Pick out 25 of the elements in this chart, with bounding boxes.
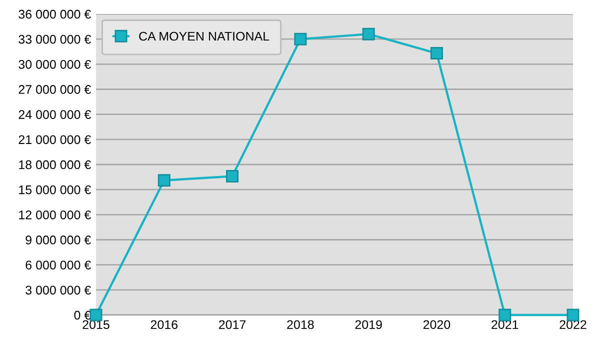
x-tick-label: 2018 [287,320,314,330]
point [362,28,375,40]
y-tick-label: 12 000 000 € [19,210,91,220]
x-tick-label: 2016 [150,320,178,330]
x-tick-label: 2015 [82,320,110,330]
y-tick-label: 18 000 000 € [19,160,91,170]
y-tick-label: 27 000 000 € [18,85,91,94]
y-tick-label: 24 000 000 € [18,110,91,119]
y-tick-label: 15 000 000 € [19,185,91,194]
x-tick-label: 2019 [355,320,382,330]
y-tick-label: 36 000 000 € [18,10,91,19]
point [158,174,170,187]
y-tick-label: 21 000 000 € [18,135,91,144]
x-tick-label: 2017 [219,320,246,330]
point [430,47,443,60]
y-tick-label: 6 000 000 € [26,260,91,270]
x-tick-label: 2020 [423,320,450,330]
legend-label: CA MOYEN NATIONAL [139,32,270,41]
y-tick-label: 3 000 000 € [26,286,91,295]
x-tick-label: 2022 [560,320,586,330]
y-tick-label: 33 000 000 € [18,34,91,44]
point [226,170,239,182]
point [294,32,307,46]
y-tick-label: 9 000 000 € [26,236,91,244]
y-tick-label: 30 000 000 € [18,60,91,69]
